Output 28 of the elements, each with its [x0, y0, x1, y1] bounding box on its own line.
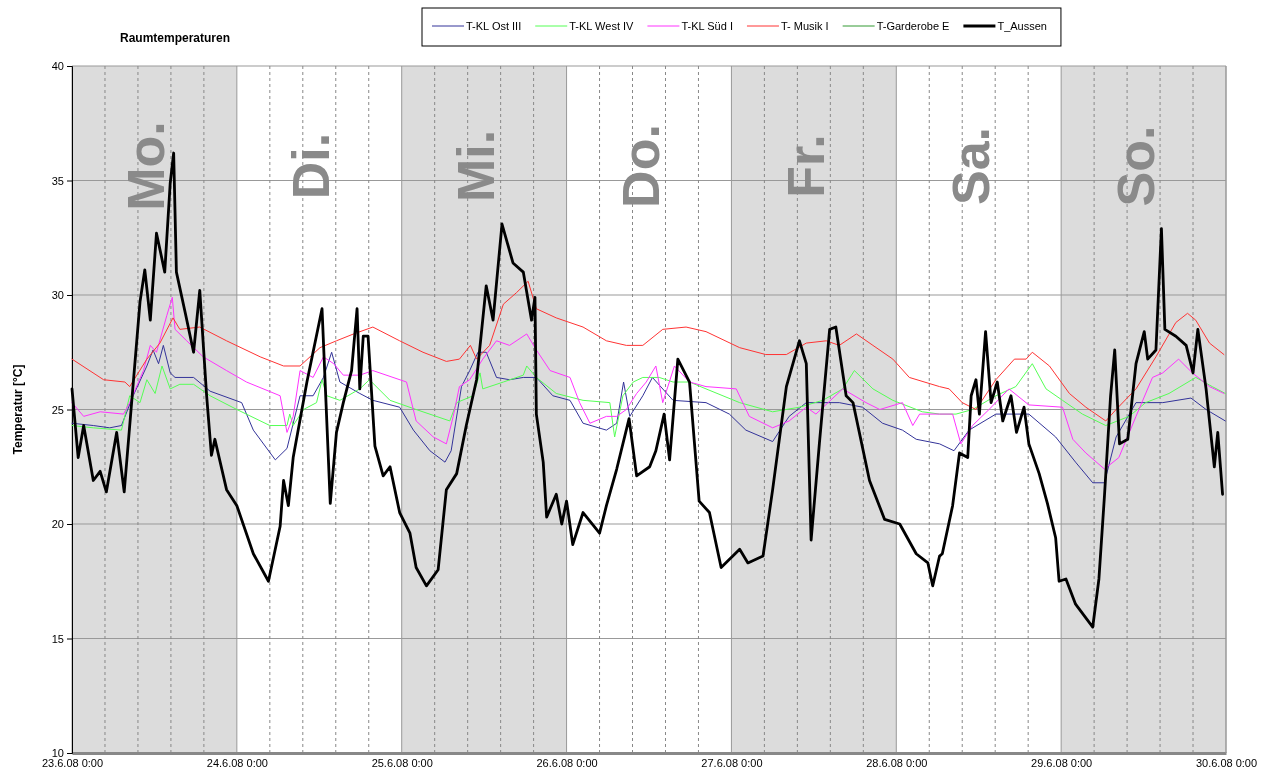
x-tick-label: 29.6.08 0:00: [1031, 756, 1093, 769]
legend-label: T-Garderobe E: [876, 20, 950, 32]
y-tick-label: 35: [51, 174, 64, 187]
legend-label: T-KL Ost III: [466, 20, 522, 32]
y-tick-label: 25: [51, 403, 64, 416]
x-tick-label: 25.6.08 0:00: [371, 756, 433, 769]
annotation: Di.: [282, 132, 341, 200]
annotation: Sa.: [941, 126, 1000, 206]
y-tick-label: 20: [51, 518, 64, 531]
y-axis-title: Temperatur [°C]: [11, 364, 25, 455]
x-tick-label: 28.6.08 0:00: [866, 756, 928, 769]
x-tick-label: 26.6.08 0:00: [536, 756, 598, 769]
legend-label: T- Musik I: [780, 20, 829, 32]
x-tick-label: 24.6.08 0:00: [206, 756, 268, 769]
annotation: Fr.: [776, 134, 835, 198]
annotation: Mo.: [117, 121, 176, 211]
legend-label: T_Aussen: [997, 20, 1047, 32]
annotation: Do.: [612, 124, 670, 208]
y-tick-label: 40: [51, 60, 64, 73]
chart-title: Raumtemperaturen: [120, 31, 231, 45]
annotation: Mi.: [447, 129, 506, 203]
y-tick-label: 30: [51, 289, 64, 302]
x-tick-label: 30.6.08 0:00: [1195, 756, 1258, 769]
y-tick-label: 15: [51, 632, 64, 645]
annotation: So.: [1106, 125, 1165, 207]
legend-label: T-KL Süd I: [681, 20, 733, 32]
legend-label: T-KL West IV: [569, 20, 635, 32]
x-tick-label: 27.6.08 0:00: [701, 756, 763, 769]
